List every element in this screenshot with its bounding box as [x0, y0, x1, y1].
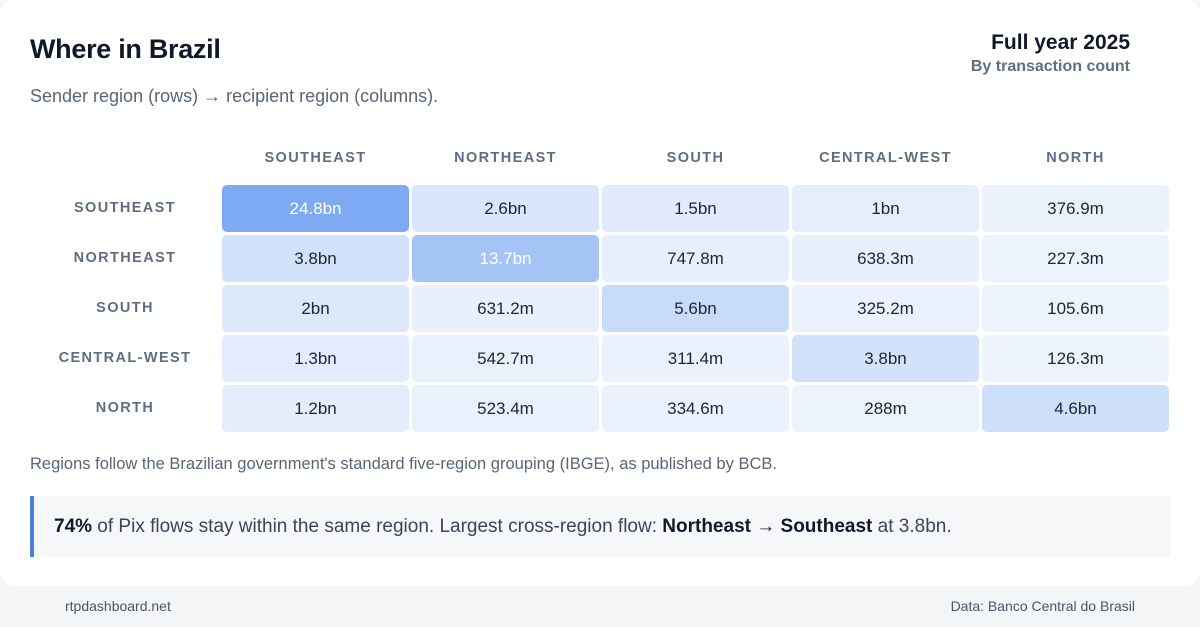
row-header-south: SOUTH: [96, 300, 154, 316]
heatmap-cell-central-west-to-northeast: 542.7m: [412, 335, 599, 382]
column-header-southeast: SOUTHEAST: [264, 150, 367, 166]
row-header-central-west: CENTRAL-WEST: [58, 350, 192, 366]
heatmap-cell-southeast-to-southeast: 24.8bn: [222, 185, 409, 232]
heatmap-cell-south-to-south: 5.6bn: [602, 285, 789, 332]
chart-title: Where in Brazil: [30, 34, 221, 64]
heatmap-cell-central-west-to-central-west: 3.8bn: [792, 335, 979, 382]
heatmap-cell-central-west-to-north: 126.3m: [982, 335, 1169, 382]
column-header-south: SOUTH: [666, 150, 725, 166]
heatmap-cell-southeast-to-north: 376.9m: [982, 185, 1169, 232]
heatmap-cell-southeast-to-south: 1.5bn: [602, 185, 789, 232]
heatmap-cell-central-west-to-south: 311.4m: [602, 335, 789, 382]
heatmap-cell-southeast-to-northeast: 2.6bn: [412, 185, 599, 232]
heatmap-cell-south-to-northeast: 631.2m: [412, 285, 599, 332]
callout-flow: Northeast → Southeast: [662, 515, 873, 537]
heatmap-cell-north-to-north: 4.6bn: [982, 385, 1169, 432]
heatmap-cell-northeast-to-south: 747.8m: [602, 235, 789, 282]
callout-text-1: of Pix flows stay within the same region…: [92, 515, 663, 537]
period-label: Full year 2025: [991, 31, 1130, 54]
heatmap-matrix: SOUTHEAST NORTHEAST SOUTH CENTRAL-WEST NORTH…: [58, 150, 1169, 432]
heatmap-cell-north-to-southeast: 1.2bn: [222, 385, 409, 432]
metric-label: By transaction count: [970, 58, 1130, 75]
footer-site: rtpdashboard.net: [65, 598, 171, 614]
chart-card: Where in Brazil Full year 2025 By transa…: [0, 0, 1200, 586]
heatmap-cell-northeast-to-central-west: 638.3m: [792, 235, 979, 282]
heatmap-cell-south-to-southeast: 2bn: [222, 285, 409, 332]
callout-text-2: at 3.8bn.: [872, 515, 952, 537]
insight-callout: 74% of Pix flows stay within the same re…: [30, 496, 1170, 557]
column-header-north: NORTH: [1046, 150, 1105, 166]
footer-source: Data: Banco Central do Brasil: [950, 598, 1135, 614]
heatmap-cell-northeast-to-northeast: 13.7bn: [412, 235, 599, 282]
heatmap-cell-northeast-to-southeast: 3.8bn: [222, 235, 409, 282]
heatmap-cell-north-to-south: 334.6m: [602, 385, 789, 432]
heatmap-cell-central-west-to-southeast: 1.3bn: [222, 335, 409, 382]
heatmap-cell-north-to-northeast: 523.4m: [412, 385, 599, 432]
callout-pct: 74%: [54, 515, 93, 537]
column-header-central-west: CENTRAL-WEST: [819, 150, 952, 166]
heatmap-cell-south-to-central-west: 325.2m: [792, 285, 979, 332]
row-header-southeast: SOUTHEAST: [73, 200, 177, 216]
heatmap-cell-northeast-to-north: 227.3m: [982, 235, 1169, 282]
footnote: Regions follow the Brazilian government'…: [30, 455, 777, 473]
heatmap-cell-south-to-north: 105.6m: [982, 285, 1169, 332]
column-header-northeast: NORTHEAST: [454, 150, 557, 166]
chart-subtitle: Sender region (rows) → recipient region …: [30, 86, 439, 106]
heatmap-cell-north-to-central-west: 288m: [792, 385, 979, 432]
row-header-north: NORTH: [95, 400, 155, 416]
row-header-northeast: NORTHEAST: [73, 250, 177, 266]
heatmap-cell-southeast-to-central-west: 1bn: [792, 185, 979, 232]
